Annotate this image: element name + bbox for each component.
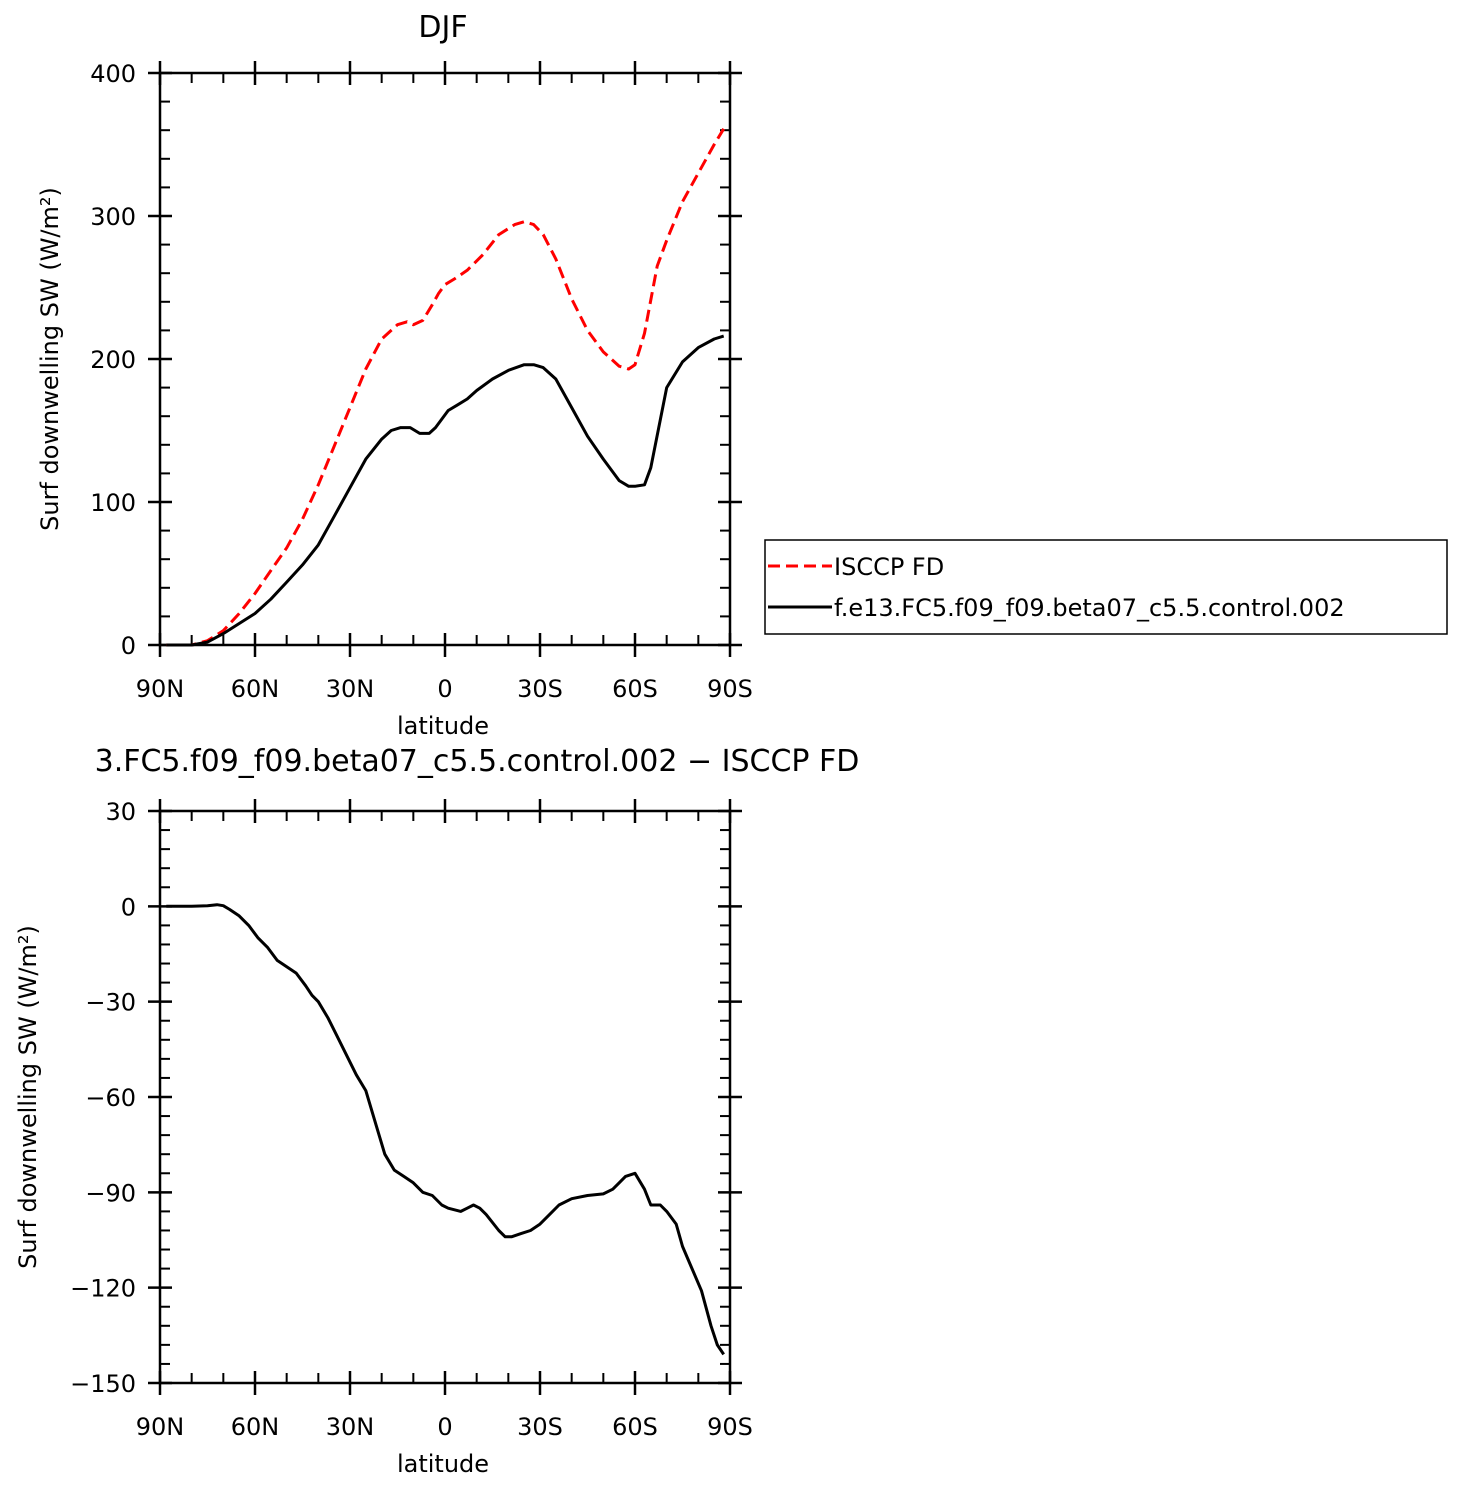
bottom-y-tick-label: −150	[70, 1370, 136, 1398]
bottom-plot-frame	[158, 809, 732, 1385]
bottom-x-tick-label: 30N	[326, 1413, 375, 1441]
top-y-tick-label: 400	[90, 60, 136, 88]
top-y-tick-label: 300	[90, 203, 136, 231]
top-panel-title: DJF	[418, 10, 467, 45]
bottom-y-tick-label: −30	[85, 989, 136, 1017]
bottom-panel-title: 3.FC5.f09_f09.beta07_c5.5.control.002 − …	[95, 744, 860, 779]
top-axis-ticks: 90N 60N 30N 0 30S 60S 90S 0 100 200 300 400	[90, 60, 753, 703]
bottom-x-tick-label: 90S	[707, 1413, 753, 1441]
top-x-tick-label: 0	[437, 675, 452, 703]
bottom-x-tick-label: 60S	[612, 1413, 658, 1441]
bottom-x-axis-label: latitude	[397, 1450, 489, 1478]
bottom-y-tick-label: −120	[70, 1275, 136, 1303]
top-x-tick-label: 90S	[707, 675, 753, 703]
top-panel: DJF 90N 60N 30N 0 30S 60S 90S 0 100 200 300 400 lat…	[36, 10, 753, 740]
top-x-tick-label: 30S	[517, 675, 563, 703]
top-y-tick-label: 200	[90, 346, 136, 374]
legend: ISCCP FD f.e13.FC5.f09_f09.beta07_c5.5.c…	[764, 539, 1448, 635]
bottom-y-tick-label: 30	[105, 798, 136, 826]
bottom-y-axis-label: Surf downwelling SW (W/m²)	[14, 925, 42, 1269]
bottom-panel: 3.FC5.f09_f09.beta07_c5.5.control.002 − …	[14, 744, 859, 1478]
bottom-y-tick-label: 0	[121, 893, 136, 921]
top-x-tick-label: 60S	[612, 675, 658, 703]
bottom-series-line-0	[166, 903, 725, 1356]
top-series-line-0	[166, 128, 725, 647]
bottom-y-tick-label: −60	[85, 1084, 136, 1112]
top-series-line-1	[166, 334, 725, 647]
top-y-tick-label: 100	[90, 489, 136, 517]
top-y-tick-label: 0	[121, 632, 136, 660]
top-plot-frame	[158, 71, 732, 647]
top-series-group	[166, 128, 725, 647]
top-x-axis-label: latitude	[397, 712, 489, 740]
top-y-axis-label: Surf downwelling SW (W/m²)	[36, 187, 64, 531]
legend-label-isccp: ISCCP FD	[834, 553, 944, 581]
bottom-series-group	[166, 903, 725, 1356]
bottom-axis-ticks: 90N 60N 30N 0 30S 60S 90S −150 −120 −90 −60 −30 0 30	[70, 798, 753, 1441]
legend-box	[764, 539, 1448, 635]
top-x-tick-label: 90N	[136, 675, 185, 703]
bottom-x-tick-label: 90N	[136, 1413, 185, 1441]
bottom-y-tick-label: −90	[85, 1179, 136, 1207]
bottom-x-tick-label: 60N	[231, 1413, 280, 1441]
top-x-tick-label: 60N	[231, 675, 280, 703]
bottom-x-tick-label: 0	[437, 1413, 452, 1441]
bottom-x-tick-label: 30S	[517, 1413, 563, 1441]
legend-label-model: f.e13.FC5.f09_f09.beta07_c5.5.control.00…	[834, 594, 1345, 622]
top-x-tick-label: 30N	[326, 675, 375, 703]
